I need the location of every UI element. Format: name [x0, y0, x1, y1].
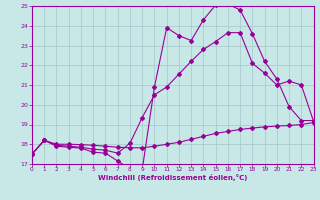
X-axis label: Windchill (Refroidissement éolien,°C): Windchill (Refroidissement éolien,°C) [98, 174, 247, 181]
